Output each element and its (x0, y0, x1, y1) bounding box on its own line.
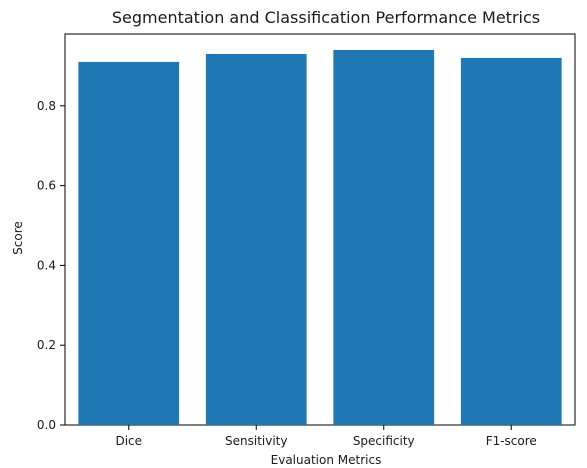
x-tick-label: Specificity (353, 434, 415, 448)
y-tick-label: 0.6 (37, 179, 56, 193)
x-tick-label: F1-score (486, 434, 537, 448)
y-tick-label: 0.0 (37, 418, 56, 432)
bar-f1-score (460, 57, 562, 425)
x-tick-label: Dice (115, 434, 142, 448)
y-tick-label: 0.8 (37, 99, 56, 113)
bar-dice (78, 61, 180, 426)
x-tick-label: Sensitivity (225, 434, 287, 448)
bar-sensitivity (205, 53, 307, 426)
y-axis: 0.0 0.2 0.4 0.6 0.8 (37, 99, 65, 432)
plot-frame (64, 33, 576, 426)
bars-group (78, 49, 562, 426)
y-tick-label: 0.2 (37, 338, 56, 352)
y-axis-label: Score (11, 221, 25, 255)
x-axis-label: Evaluation Metrics (271, 453, 382, 467)
x-axis: Dice Sensitivity Specificity F1-score (115, 425, 537, 448)
chart-title: Segmentation and Classification Performa… (112, 8, 540, 27)
plot-area (64, 33, 576, 426)
y-tick-label: 0.4 (37, 258, 56, 272)
bar-specificity (333, 49, 435, 426)
